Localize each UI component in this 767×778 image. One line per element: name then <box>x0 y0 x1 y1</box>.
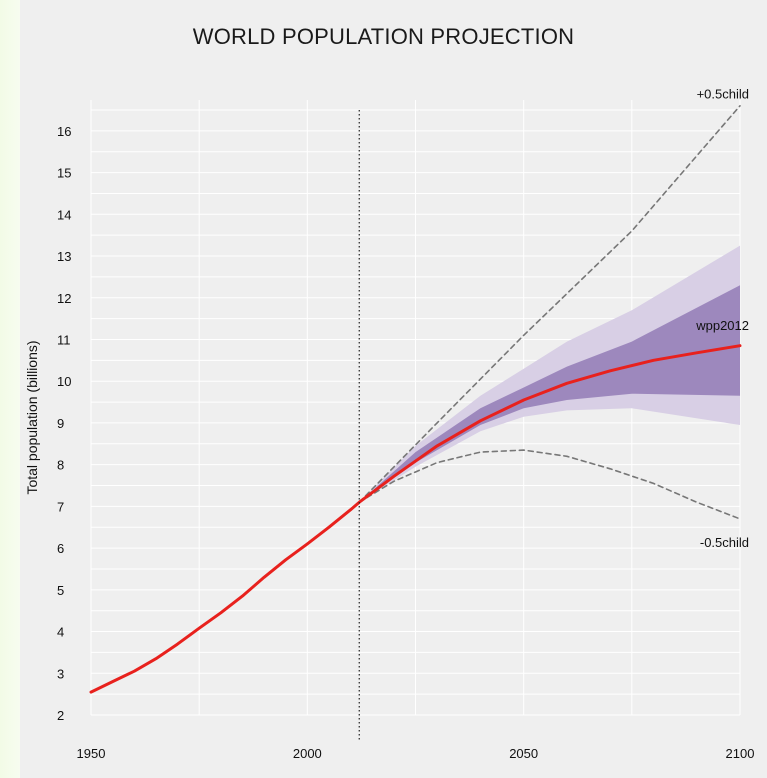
y-tick-label: 8 <box>57 458 64 473</box>
series-line-scenario <box>358 449 741 520</box>
y-tick-label: 6 <box>57 541 64 556</box>
x-tick-label: 2000 <box>293 746 322 761</box>
band-inner <box>359 285 740 503</box>
y-tick-label: 7 <box>57 499 64 514</box>
annotation-label: +0.5child <box>697 86 749 101</box>
x-tick-label: 2100 <box>726 746 755 761</box>
y-tick-label: 13 <box>57 249 71 264</box>
y-axis-ticks: 2 3 4 5 6 7 8 9 10 11 12 13 14 15 16 <box>57 124 71 723</box>
series-line-main <box>89 344 742 694</box>
y-tick-label: 2 <box>57 708 64 723</box>
y-tick-label: 4 <box>57 625 64 640</box>
chart-title: WORLD POPULATION PROJECTION <box>192 24 575 49</box>
annotation-label: -0.5child <box>700 535 749 550</box>
y-tick-label: 11 <box>57 332 71 347</box>
y-tick-label: 5 <box>57 583 64 598</box>
x-tick-label: 1950 <box>77 746 106 761</box>
left-edge-strip <box>0 0 20 778</box>
series-annotations: +0.5child wpp2012 -0.5child <box>695 86 749 550</box>
annotation-label: wpp2012 <box>695 318 749 333</box>
series-line-scenario <box>358 105 741 504</box>
y-tick-label: 9 <box>57 416 64 431</box>
y-tick-label: 15 <box>57 166 71 181</box>
x-tick-label: 2050 <box>509 746 538 761</box>
y-axis-label: Total population (billions) <box>24 340 40 494</box>
confidence-bands <box>359 245 740 503</box>
y-tick-label: 16 <box>57 124 71 139</box>
y-tick-label: 3 <box>57 666 64 681</box>
y-tick-label: 10 <box>57 374 71 389</box>
y-tick-label: 12 <box>57 291 71 306</box>
x-axis-ticks: 1950 2000 2050 2100 <box>77 746 755 761</box>
series-lines <box>89 105 742 694</box>
y-tick-label: 14 <box>57 207 71 222</box>
